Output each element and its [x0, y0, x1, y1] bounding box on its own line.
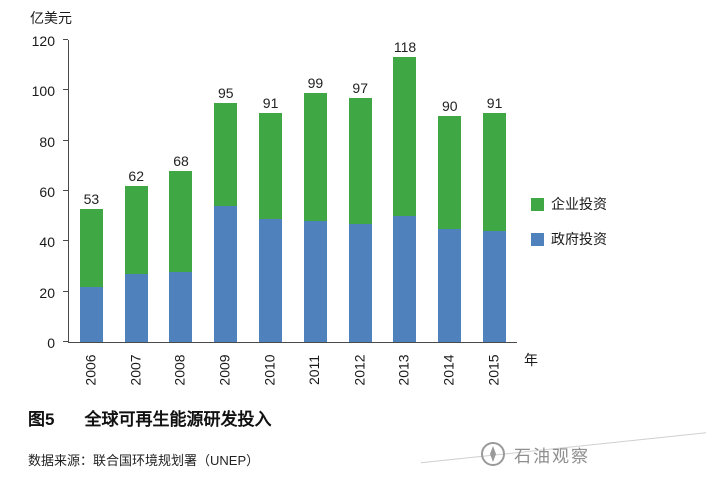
y-tick-label: 80	[39, 133, 55, 150]
watermark: 石油观察	[480, 441, 590, 467]
x-tick-label: 2010	[261, 354, 278, 386]
x-tick-label: 2013	[395, 354, 412, 386]
y-tick-label: 120	[31, 33, 55, 49]
y-tick-label: 100	[31, 83, 55, 100]
y-tick-mark	[63, 240, 68, 242]
bar-value-label: 91	[486, 95, 503, 111]
bar-value-label: 68	[173, 152, 189, 169]
y-tick-label: 60	[39, 184, 55, 200]
bar-segment-enterprise	[259, 113, 283, 219]
bar-segment-enterprise	[169, 170, 193, 272]
y-axis-title: 亿美元	[30, 10, 72, 26]
x-axis-title: 年	[524, 352, 538, 368]
bar-group-2007: 62	[114, 40, 159, 342]
compass-logo-icon	[481, 442, 505, 466]
bar-group-2012: 97	[338, 40, 383, 342]
bar-segment-government	[214, 206, 238, 342]
x-tick-label: 2011	[306, 354, 323, 386]
bar-group-2014: 90	[427, 40, 472, 342]
y-tick-mark	[63, 190, 68, 191]
bar-segment-government	[393, 216, 417, 342]
bar-value-label: 95	[218, 84, 234, 101]
bar-segment-government	[259, 218, 283, 342]
data-source: 数据来源：联合国环境规划署（UNEP）	[28, 453, 260, 468]
bar-group-2015: 91	[472, 40, 517, 342]
legend-swatch	[531, 232, 544, 246]
y-tick-label: 20	[39, 284, 55, 301]
legend-label: 政府投资	[551, 231, 607, 247]
bar-segment-government	[438, 228, 462, 342]
bar-segment-government	[348, 223, 372, 342]
x-tick-label: 2006	[82, 354, 99, 386]
y-tick-label: 0	[47, 335, 55, 351]
figure-title: 全球可再生能源研发投入	[84, 410, 272, 429]
bar-group-2009: 95	[203, 40, 248, 342]
bar-segment-enterprise	[483, 113, 507, 232]
y-tick-label: 40	[39, 234, 55, 251]
bar-segment-enterprise	[124, 185, 148, 275]
x-tick-label: 2012	[351, 354, 368, 386]
y-axis-ticks: 0 20 40 60 80 100 120	[0, 34, 68, 350]
legend-label: 企业投资	[551, 196, 607, 212]
x-tick-label: 2014	[440, 354, 457, 386]
x-tick-label: 2015	[485, 354, 502, 386]
bar-value-label: 91	[262, 95, 279, 111]
bar-segment-government	[303, 221, 327, 342]
y-tick-mark	[63, 39, 68, 40]
bar-value-label: 99	[307, 74, 324, 91]
plot-area: 53 62 68 95 91 99 97 118 90 91	[63, 39, 517, 343]
bar-segment-enterprise	[393, 57, 417, 217]
bar-group-2010: 91	[248, 40, 293, 342]
bar-value-label: 53	[83, 190, 100, 207]
x-tick-label: 2008	[171, 354, 188, 386]
y-tick-mark	[63, 341, 68, 342]
y-tick-mark	[63, 139, 68, 141]
bar-segment-enterprise	[214, 102, 238, 207]
legend-item: 政府投资	[531, 229, 607, 249]
bar-value-label: 62	[128, 167, 144, 184]
x-axis-labels: 2006 2007 2008 2009 2010 2011 2012 2013 2014 2015	[68, 343, 516, 397]
bar-value-label: 97	[352, 79, 368, 96]
bar-segment-government	[169, 271, 193, 342]
watermark-text: 石油观察	[514, 446, 590, 466]
x-tick-label: 2007	[127, 354, 144, 386]
y-tick-mark	[63, 89, 68, 91]
bar-value-label: 90	[442, 97, 458, 114]
figure-number: 图5	[28, 410, 55, 429]
bar-segment-government	[483, 231, 507, 342]
bar-group-2013: 118	[383, 40, 428, 342]
y-tick-mark	[63, 290, 68, 292]
bar-group-2008: 68	[159, 40, 204, 342]
bar-group-2011: 99	[293, 40, 338, 342]
bar-segment-enterprise	[79, 208, 103, 287]
figure-caption: 图5 全球可再生能源研发投入	[28, 405, 271, 430]
bar-segment-enterprise	[438, 115, 462, 229]
bar-segment-government	[79, 286, 103, 342]
x-tick-label: 2009	[216, 354, 233, 386]
bar-group-2006: 53	[69, 40, 114, 342]
bar-segment-enterprise	[348, 97, 372, 224]
legend-swatch	[531, 197, 544, 211]
legend-item: 企业投资	[531, 194, 607, 214]
bar-segment-government	[124, 274, 148, 342]
chart-legend: 企业投资 政府投资	[531, 194, 607, 249]
bar-value-label: 118	[393, 39, 417, 55]
bar-segment-enterprise	[303, 92, 327, 222]
